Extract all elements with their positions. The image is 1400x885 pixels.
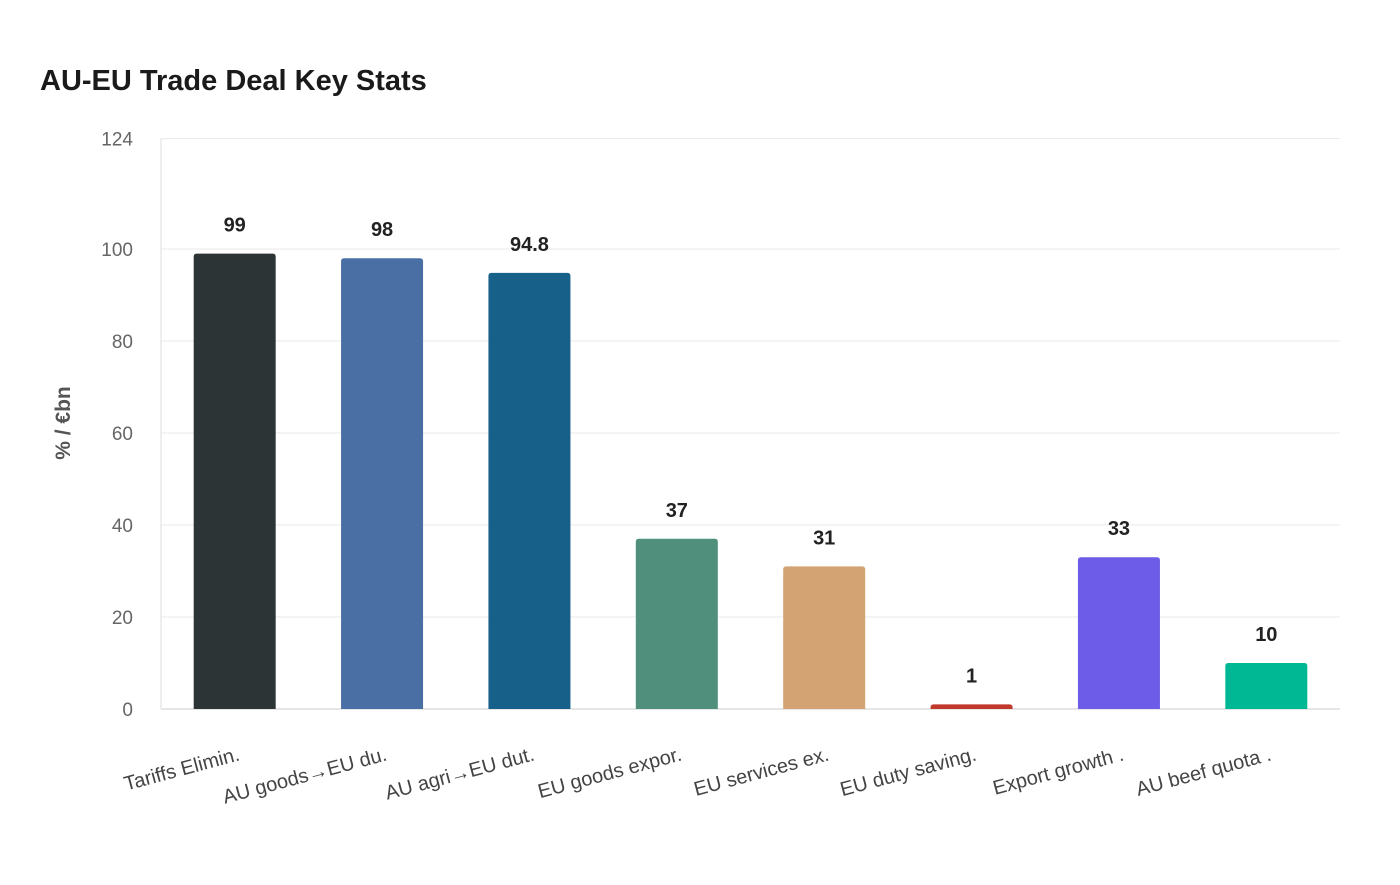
y-tick-label: 40 xyxy=(112,516,133,537)
x-tick-label: AU goods→EU du. xyxy=(220,744,389,809)
y-tick-label: 0 xyxy=(122,700,133,721)
bar xyxy=(1225,663,1308,709)
x-tick-label: EU services ex. xyxy=(692,744,832,801)
x-tick-label: EU goods expor. xyxy=(536,744,685,804)
x-tick-label: AU beef quota . xyxy=(1134,744,1274,801)
y-tick-label: 100 xyxy=(101,240,133,261)
bar xyxy=(635,538,718,709)
data-label: 99 xyxy=(224,215,246,237)
y-tick-label: 20 xyxy=(112,608,133,629)
y-tick-label: 124 xyxy=(101,130,133,151)
data-label: 94.8 xyxy=(510,234,549,256)
chart-title: AU-EU Trade Deal Key Stats xyxy=(40,65,427,97)
y-tick-label: 80 xyxy=(112,332,133,353)
data-label: 98 xyxy=(371,219,393,241)
data-label: 31 xyxy=(813,527,835,549)
data-label: 10 xyxy=(1255,624,1277,646)
x-tick-label: EU duty saving. xyxy=(838,744,979,802)
bar xyxy=(341,258,424,709)
bar xyxy=(930,704,1013,709)
bar xyxy=(488,272,571,709)
y-tick-label: 60 xyxy=(112,424,133,445)
bar xyxy=(783,566,866,709)
data-label: 37 xyxy=(666,500,688,522)
x-tick-label: AU agri→EU dut. xyxy=(383,744,537,805)
bar xyxy=(1077,557,1160,709)
data-label: 33 xyxy=(1108,518,1130,540)
bar xyxy=(193,253,276,709)
x-tick-label: Export growth . xyxy=(991,744,1127,800)
y-axis-label: % / €bn xyxy=(52,386,75,460)
data-label: 1 xyxy=(966,665,977,687)
